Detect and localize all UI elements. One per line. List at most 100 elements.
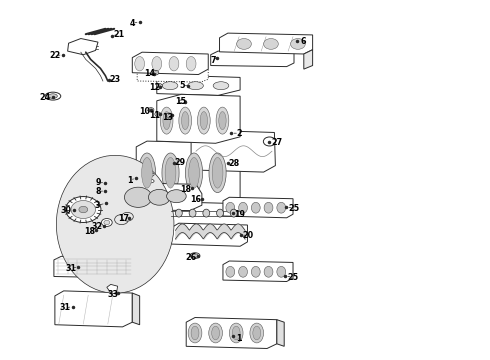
Ellipse shape xyxy=(209,153,226,193)
Text: 25: 25 xyxy=(288,273,298,282)
Ellipse shape xyxy=(264,137,275,146)
Ellipse shape xyxy=(163,112,171,130)
Ellipse shape xyxy=(147,173,154,176)
Text: 28: 28 xyxy=(229,159,240,168)
Polygon shape xyxy=(172,223,247,246)
Ellipse shape xyxy=(158,85,161,87)
Ellipse shape xyxy=(154,72,157,74)
Ellipse shape xyxy=(264,202,273,213)
Polygon shape xyxy=(304,50,313,69)
Ellipse shape xyxy=(277,266,286,277)
Ellipse shape xyxy=(165,158,176,188)
Polygon shape xyxy=(136,141,240,203)
Text: 9: 9 xyxy=(95,179,101,188)
Ellipse shape xyxy=(124,187,152,207)
Polygon shape xyxy=(107,284,118,294)
Polygon shape xyxy=(186,318,277,348)
Ellipse shape xyxy=(156,84,162,88)
Text: 20: 20 xyxy=(243,231,254,240)
Ellipse shape xyxy=(147,179,154,183)
Ellipse shape xyxy=(155,112,161,116)
Ellipse shape xyxy=(179,107,192,134)
Polygon shape xyxy=(191,130,275,172)
Polygon shape xyxy=(132,52,208,75)
Ellipse shape xyxy=(148,189,170,205)
Ellipse shape xyxy=(226,266,235,277)
Text: 19: 19 xyxy=(235,210,245,219)
Ellipse shape xyxy=(237,39,251,49)
Polygon shape xyxy=(223,197,293,218)
Ellipse shape xyxy=(79,206,88,213)
Text: 26: 26 xyxy=(186,253,196,262)
Ellipse shape xyxy=(167,190,186,203)
Ellipse shape xyxy=(156,113,159,115)
Ellipse shape xyxy=(291,39,305,49)
Ellipse shape xyxy=(232,326,240,340)
Polygon shape xyxy=(132,293,140,325)
Ellipse shape xyxy=(49,94,57,99)
Ellipse shape xyxy=(66,197,101,222)
Ellipse shape xyxy=(230,209,237,217)
Ellipse shape xyxy=(152,57,162,71)
Ellipse shape xyxy=(213,82,229,90)
Ellipse shape xyxy=(217,209,223,217)
Text: 27: 27 xyxy=(271,138,282,147)
Polygon shape xyxy=(277,320,284,346)
Text: 4: 4 xyxy=(129,19,135,28)
Text: 12: 12 xyxy=(149,83,160,92)
Ellipse shape xyxy=(185,153,203,193)
Ellipse shape xyxy=(253,326,261,340)
Ellipse shape xyxy=(203,209,210,217)
Ellipse shape xyxy=(181,112,189,130)
Ellipse shape xyxy=(229,323,243,343)
Ellipse shape xyxy=(189,158,199,188)
Ellipse shape xyxy=(250,323,264,343)
Ellipse shape xyxy=(239,202,247,213)
Ellipse shape xyxy=(226,202,235,213)
Ellipse shape xyxy=(115,215,128,225)
Text: 23: 23 xyxy=(110,75,121,84)
Text: 5: 5 xyxy=(179,81,185,90)
Polygon shape xyxy=(223,261,293,282)
Ellipse shape xyxy=(264,266,273,277)
Ellipse shape xyxy=(169,57,179,71)
Ellipse shape xyxy=(212,158,223,188)
Ellipse shape xyxy=(197,107,210,134)
Ellipse shape xyxy=(148,108,154,112)
Ellipse shape xyxy=(56,156,174,293)
Text: 22: 22 xyxy=(49,51,60,60)
Text: 11: 11 xyxy=(149,112,160,120)
Ellipse shape xyxy=(45,92,61,100)
Polygon shape xyxy=(137,68,208,82)
Ellipse shape xyxy=(209,323,222,343)
Text: 32: 32 xyxy=(92,222,102,231)
Text: 24: 24 xyxy=(40,93,50,102)
Polygon shape xyxy=(211,51,294,67)
Polygon shape xyxy=(157,76,240,95)
Ellipse shape xyxy=(189,209,196,217)
Ellipse shape xyxy=(190,253,200,258)
Ellipse shape xyxy=(166,113,172,117)
Ellipse shape xyxy=(142,158,152,188)
Text: 31: 31 xyxy=(66,264,76,273)
Ellipse shape xyxy=(192,254,198,257)
Polygon shape xyxy=(220,33,313,54)
Text: 29: 29 xyxy=(174,158,185,167)
Text: 3: 3 xyxy=(94,201,100,210)
Text: 15: 15 xyxy=(175,97,186,106)
Ellipse shape xyxy=(104,220,110,225)
Ellipse shape xyxy=(212,326,220,340)
Ellipse shape xyxy=(175,209,182,217)
Text: 17: 17 xyxy=(118,215,129,223)
Ellipse shape xyxy=(162,153,179,193)
Ellipse shape xyxy=(71,201,96,219)
Text: 31: 31 xyxy=(60,303,71,312)
Ellipse shape xyxy=(162,82,178,90)
Text: 30: 30 xyxy=(61,206,72,215)
Ellipse shape xyxy=(251,202,260,213)
Ellipse shape xyxy=(101,219,112,226)
Text: 16: 16 xyxy=(191,195,201,204)
Ellipse shape xyxy=(135,57,145,71)
Text: 18: 18 xyxy=(181,185,192,194)
Ellipse shape xyxy=(251,266,260,277)
